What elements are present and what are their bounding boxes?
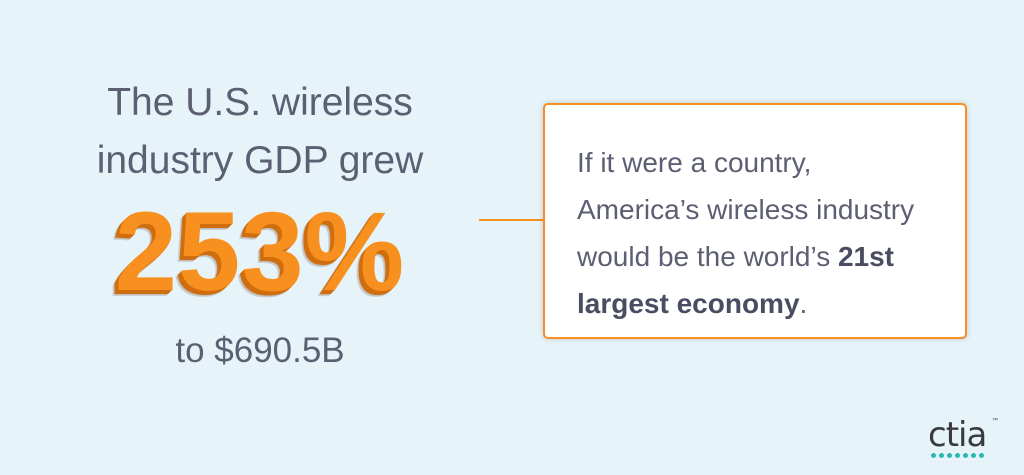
callout-line-4: largest economy.: [577, 280, 957, 327]
callout-line-1: If it were a country,: [577, 147, 812, 178]
connector-line: [479, 219, 543, 221]
logo-dots: [931, 453, 984, 458]
headline-line-1: The U.S. wireless: [107, 81, 413, 124]
ctia-logo: ctia ™: [928, 418, 1000, 464]
big-percentage: 253%: [114, 189, 406, 314]
callout-box: If it were a country, America’s wireless…: [543, 103, 967, 339]
logo-wordmark: ctia: [928, 415, 987, 455]
callout-line-3: would be the world’s 21st: [577, 233, 957, 280]
callout-line-3-text: would be the world’s: [577, 241, 838, 272]
callout-period: .: [799, 288, 808, 319]
callout-text: If it were a country, America’s wireless…: [577, 139, 957, 327]
callout-line-2: America’s wireless industry: [577, 194, 915, 225]
gdp-amount: to $690.5B: [175, 331, 345, 370]
headline-line-2: industry GDP grew: [96, 139, 424, 182]
callout-rank: 21st: [837, 241, 895, 272]
headline: The U.S. wireless industry GDP grew: [60, 74, 460, 190]
logo-trademark: ™: [992, 418, 998, 424]
callout-emphasis: largest economy: [577, 288, 800, 319]
